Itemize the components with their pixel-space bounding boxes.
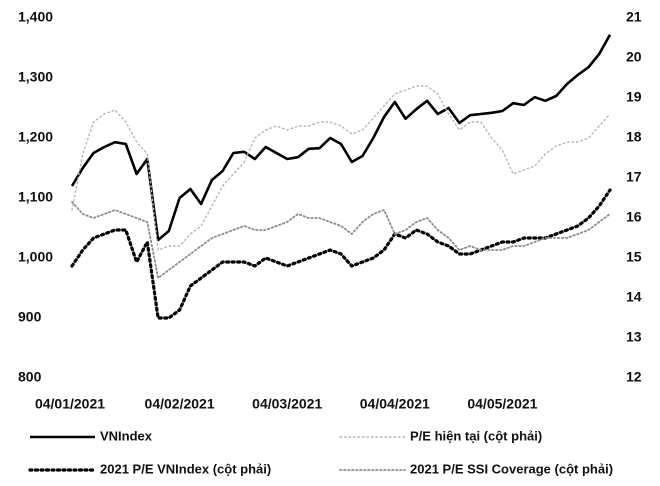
y2-tick-label: 18: [626, 129, 642, 145]
legend-label: 2021 P/E SSI Coverage (cột phải): [410, 461, 613, 476]
series-line: [71, 85, 611, 251]
series-line: [70, 34, 612, 242]
y2-tick-label: 13: [626, 329, 642, 345]
legend-label: 2021 P/E VNIndex (cột phải): [100, 461, 271, 476]
y2-tick-label: 16: [626, 209, 642, 225]
y-tick-label: 800: [18, 369, 42, 385]
x-tick-label: 04/05/2021: [467, 396, 537, 412]
y2-tick-label: 20: [626, 49, 642, 65]
series-line: [71, 201, 611, 279]
y-tick-label: 1,200: [18, 129, 53, 145]
legend-label: P/E hiện tại (cột phải): [410, 428, 542, 443]
x-tick-label: 04/01/2021: [35, 396, 105, 412]
y2-tick-label: 12: [626, 369, 642, 385]
y-tick-label: 1,400: [18, 9, 53, 25]
y-tick-label: 1,000: [18, 249, 53, 265]
x-tick-label: 04/03/2021: [252, 396, 322, 412]
x-tick-label: 04/04/2021: [360, 396, 430, 412]
legend-label: VNIndex: [100, 428, 153, 443]
series-line: [70, 188, 612, 320]
y-tick-label: 1,100: [18, 189, 53, 205]
y2-tick-label: 21: [626, 9, 642, 25]
y-tick-label: 900: [18, 309, 42, 325]
x-tick-label: 04/02/2021: [145, 396, 215, 412]
y-tick-label: 1,300: [18, 69, 53, 85]
y2-tick-label: 17: [626, 169, 642, 185]
y2-tick-label: 19: [626, 89, 642, 105]
y2-tick-label: 14: [626, 289, 642, 305]
y2-tick-label: 15: [626, 249, 642, 265]
